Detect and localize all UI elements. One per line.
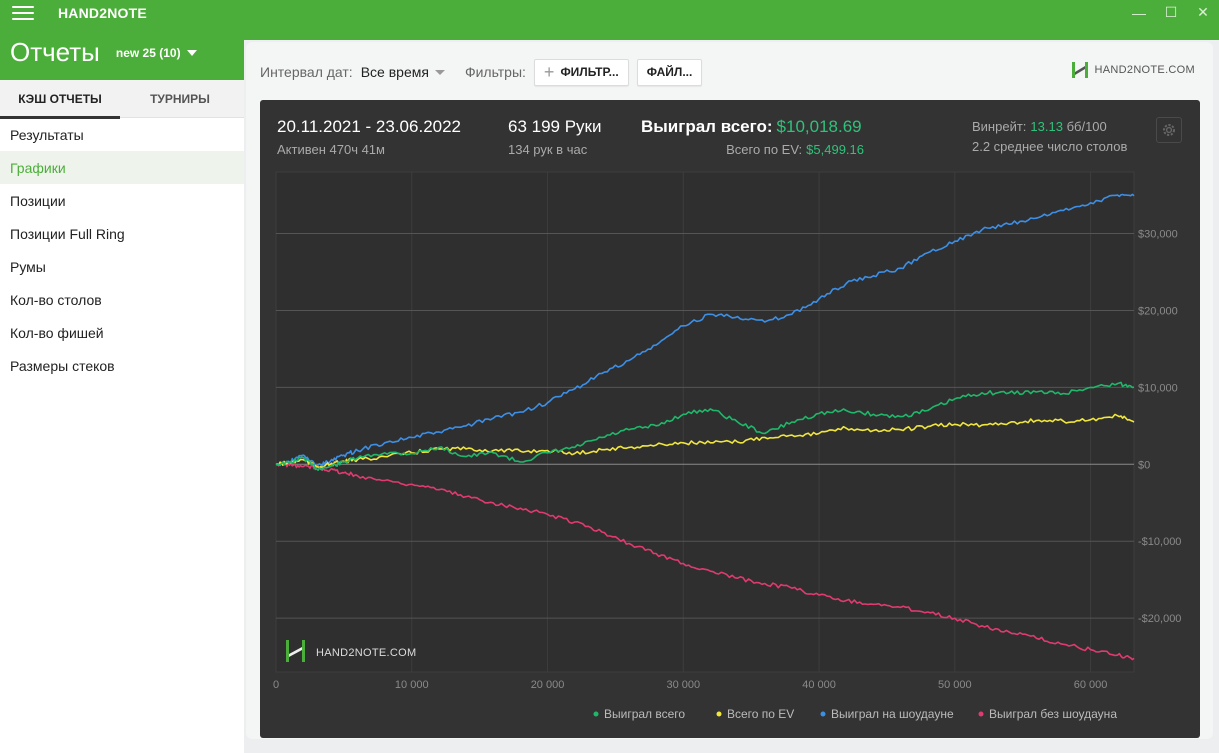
sidebar-item-results[interactable]: Результаты bbox=[10, 126, 84, 143]
total-ev-value: $5,499.16 bbox=[806, 142, 864, 157]
page-header: Отчеты new 25 (10) bbox=[0, 25, 244, 80]
menu-icon[interactable] bbox=[12, 5, 34, 20]
maximize-icon[interactable]: ☐ bbox=[1164, 4, 1178, 20]
y-tick-label: $10,000 bbox=[1138, 382, 1178, 394]
chart-legend: Выиграл всего Всего по EV Выиграл на шоуда… bbox=[593, 707, 1118, 721]
filters-label: Фильтры: bbox=[464, 64, 526, 80]
plus-icon: + bbox=[543, 62, 555, 82]
y-axis-ticks: $30,000 $20,000 $10,000 $0 -$10,000 -$20,000 bbox=[1138, 229, 1181, 626]
hands-per-hour: 134 рук в час bbox=[508, 142, 588, 157]
report-menu: Результаты Графики Позиции Позиции Full … bbox=[0, 118, 244, 382]
y-tick-label: $0 bbox=[1138, 459, 1150, 471]
legend-label: Выиграл на шоудауне bbox=[831, 707, 954, 721]
legend-item[interactable]: Выиграл без шоудауна bbox=[978, 707, 1118, 721]
app-title: HAND2NOTE bbox=[58, 4, 147, 21]
plot-area bbox=[275, 171, 1135, 673]
sidebar-item-rooms[interactable]: Румы bbox=[10, 258, 46, 275]
winrate-unit: бб/100 bbox=[1066, 119, 1107, 134]
close-icon[interactable]: ✕ bbox=[1197, 4, 1209, 20]
filter-button-label: ФИЛЬТР... bbox=[560, 65, 619, 79]
legend-item[interactable]: Выиграл на шоудауне bbox=[820, 707, 954, 721]
chart-grid bbox=[275, 171, 1135, 673]
total-won-label: Выиграл всего: bbox=[641, 117, 773, 136]
legend-item[interactable]: Выиграл всего bbox=[593, 707, 686, 721]
sidebar-item-stack-sizes[interactable]: Размеры стеков bbox=[10, 357, 115, 374]
watermark-text: HAND2NOTE.COM bbox=[316, 647, 416, 659]
profile-dropdown[interactable]: new 25 (10) bbox=[116, 46, 197, 60]
graph-card: 20.11.2021 - 23.06.2022 Активен 470ч 41м… bbox=[260, 100, 1200, 738]
main-area: Интервал дат: Все время Фильтры: + ФИЛЬТ… bbox=[244, 40, 1219, 753]
sidebar-item-fish-count[interactable]: Кол-во фишей bbox=[10, 324, 104, 341]
file-button[interactable]: ФАЙЛ... bbox=[636, 58, 703, 86]
total-won-value: $10,018.69 bbox=[776, 117, 862, 136]
x-axis-ticks: 0 10 000 20 000 30 000 40 000 50 000 60 000 bbox=[273, 679, 1107, 691]
avg-tables: 2.2 среднее число столов bbox=[972, 139, 1128, 154]
active-time: Активен 470ч 41м bbox=[277, 142, 385, 157]
x-tick-label: 10 000 bbox=[395, 679, 429, 691]
profile-label: new 25 (10) bbox=[115, 45, 181, 60]
legend-label: Выиграл без шоудауна bbox=[989, 707, 1117, 721]
hands-count: 63 199 Руки bbox=[508, 117, 602, 136]
brand-logo: HAND2NOTE.COM bbox=[1070, 60, 1195, 80]
interval-label: Интервал дат: bbox=[260, 64, 353, 80]
interval-value: Все время bbox=[360, 64, 429, 80]
chart-watermark: HAND2NOTE.COM bbox=[286, 640, 416, 662]
total-ev-label: Всего по EV: bbox=[726, 142, 803, 157]
sidebar: КЭШ ОТЧЕТЫ ТУРНИРЫ Результаты Графики По… bbox=[0, 80, 244, 753]
tab-tournaments[interactable]: ТУРНИРЫ bbox=[150, 92, 210, 106]
sidebar-item-graphs[interactable]: Графики bbox=[0, 151, 244, 184]
x-tick-label: 50 000 bbox=[938, 679, 972, 691]
tab-cash-reports[interactable]: КЭШ ОТЧЕТЫ bbox=[0, 80, 120, 119]
legend-marker bbox=[978, 711, 984, 717]
sidebar-tabs: КЭШ ОТЧЕТЫ ТУРНИРЫ bbox=[0, 80, 244, 119]
gear-icon[interactable] bbox=[1156, 117, 1182, 143]
x-tick-label: 0 bbox=[273, 679, 279, 691]
interval-dropdown[interactable]: Все время bbox=[361, 64, 445, 80]
legend-marker bbox=[593, 711, 599, 717]
date-range: 20.11.2021 - 23.06.2022 bbox=[277, 117, 462, 136]
series-line-1 bbox=[275, 413, 1135, 469]
total-ev: Всего по EV: $5,499.16 bbox=[726, 142, 864, 157]
window-controls: — ☐ ✕ bbox=[1123, 0, 1219, 25]
y-tick-label: -$10,000 bbox=[1138, 536, 1181, 548]
total-won: Выиграл всего: $10,018.69 bbox=[641, 117, 862, 137]
sidebar-item-positions-full-ring[interactable]: Позиции Full Ring bbox=[10, 225, 125, 242]
winrate-label: Винрейт: bbox=[972, 119, 1027, 134]
winrate-value: 13.13 bbox=[1030, 119, 1063, 134]
series-line-3 bbox=[275, 462, 1135, 661]
header-band bbox=[244, 25, 1219, 40]
chart-lines bbox=[275, 193, 1135, 661]
file-button-label: ФАЙЛ... bbox=[646, 65, 693, 79]
winrate: Винрейт: 13.13 бб/100 bbox=[972, 119, 1107, 134]
legend-label: Выиграл всего bbox=[604, 707, 685, 721]
chevron-down-icon bbox=[186, 49, 197, 56]
page-title: Отчеты bbox=[10, 37, 100, 67]
legend-marker bbox=[716, 711, 722, 717]
y-tick-label: $20,000 bbox=[1138, 305, 1178, 317]
x-tick-label: 60 000 bbox=[1074, 679, 1108, 691]
legend-item[interactable]: Всего по EV bbox=[716, 707, 795, 721]
legend-marker bbox=[820, 711, 826, 717]
series-line-2 bbox=[275, 193, 1135, 468]
h2n-logo-icon bbox=[1071, 62, 1088, 78]
title-bar: HAND2NOTE — ☐ ✕ bbox=[0, 0, 1219, 25]
x-tick-label: 40 000 bbox=[802, 679, 836, 691]
x-tick-label: 20 000 bbox=[531, 679, 565, 691]
sidebar-item-table-count[interactable]: Кол-во столов bbox=[10, 291, 102, 308]
sidebar-item-positions[interactable]: Позиции bbox=[10, 192, 66, 209]
y-tick-label: $30,000 bbox=[1138, 229, 1178, 241]
series-line-0 bbox=[275, 381, 1135, 471]
filter-button[interactable]: + ФИЛЬТР... bbox=[533, 58, 629, 86]
legend-label: Всего по EV bbox=[727, 707, 794, 721]
chevron-down-icon bbox=[434, 69, 445, 75]
toolbar: Интервал дат: Все время Фильтры: + ФИЛЬТ… bbox=[260, 58, 703, 86]
x-tick-label: 30 000 bbox=[666, 679, 700, 691]
brand-logo-text: HAND2NOTE.COM bbox=[1094, 64, 1195, 76]
minimize-icon[interactable]: — bbox=[1132, 4, 1146, 21]
y-tick-label: -$20,000 bbox=[1138, 613, 1181, 625]
profit-chart: 0 10 000 20 000 30 000 40 000 50 000 60 000 $3… bbox=[273, 171, 1181, 721]
h2n-logo-icon bbox=[286, 640, 305, 662]
report-panel: Интервал дат: Все время Фильтры: + ФИЛЬТ… bbox=[246, 42, 1213, 739]
